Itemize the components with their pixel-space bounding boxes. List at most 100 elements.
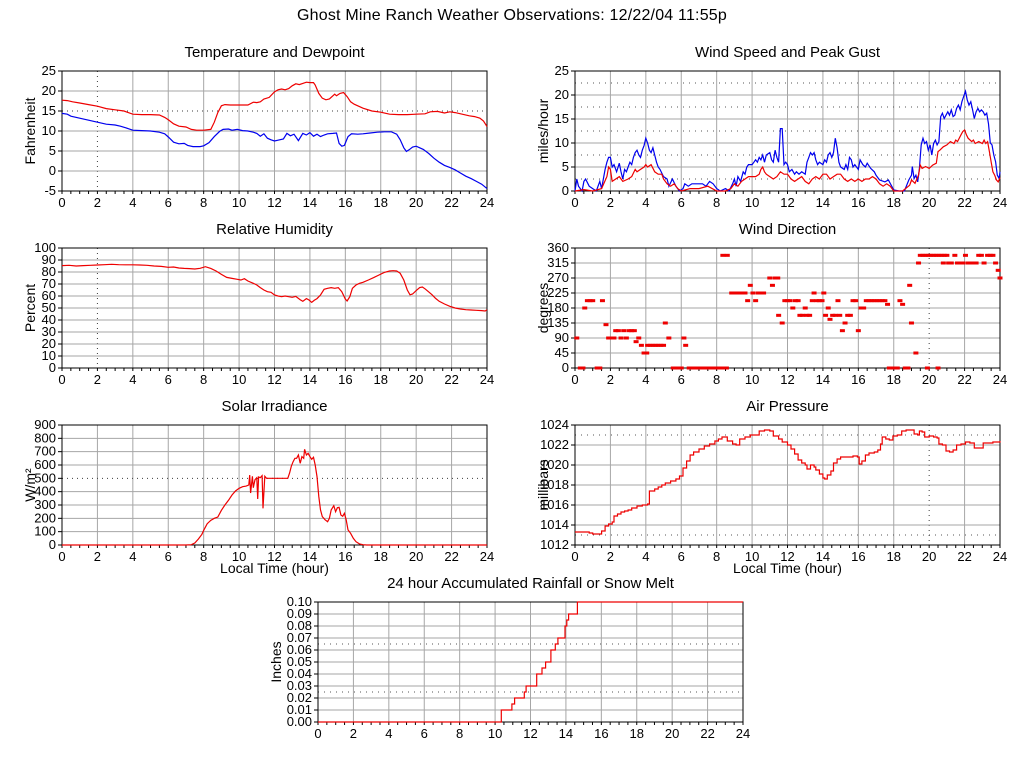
svg-text:225: 225 xyxy=(547,285,569,300)
svg-text:12: 12 xyxy=(523,726,537,741)
svg-text:6: 6 xyxy=(678,195,685,210)
svg-text:0: 0 xyxy=(49,537,56,552)
chart-title-wind-direction: Wind Direction xyxy=(738,221,837,238)
svg-text:0: 0 xyxy=(58,549,65,564)
svg-text:14: 14 xyxy=(303,549,317,564)
svg-text:16: 16 xyxy=(851,195,865,210)
svg-text:0.06: 0.06 xyxy=(287,642,312,657)
x-axis-label-local-time-right: Local Time (hour) xyxy=(733,560,842,576)
svg-text:6: 6 xyxy=(165,195,172,210)
svg-text:10: 10 xyxy=(42,123,56,138)
svg-text:18: 18 xyxy=(374,195,388,210)
svg-text:10: 10 xyxy=(42,348,56,363)
chart-title-solar: Solar Irradiance xyxy=(221,398,328,415)
svg-text:25: 25 xyxy=(555,63,569,78)
svg-text:0: 0 xyxy=(571,372,578,387)
svg-text:1016: 1016 xyxy=(540,497,569,512)
x-axis-label-local-time-left: Local Time (hour) xyxy=(220,560,329,576)
svg-text:900: 900 xyxy=(34,417,56,432)
svg-text:80: 80 xyxy=(42,264,56,279)
svg-text:16: 16 xyxy=(338,195,352,210)
svg-text:0.04: 0.04 xyxy=(287,666,312,681)
svg-text:20: 20 xyxy=(42,83,56,98)
svg-text:0.05: 0.05 xyxy=(287,654,312,669)
svg-text:315: 315 xyxy=(547,255,569,270)
svg-text:2: 2 xyxy=(607,372,614,387)
svg-text:6: 6 xyxy=(678,372,685,387)
svg-text:700: 700 xyxy=(34,444,56,459)
svg-text:18: 18 xyxy=(887,195,901,210)
svg-text:18: 18 xyxy=(374,372,388,387)
svg-text:15: 15 xyxy=(555,111,569,126)
svg-text:60: 60 xyxy=(42,288,56,303)
svg-text:16: 16 xyxy=(338,372,352,387)
svg-text:270: 270 xyxy=(547,270,569,285)
svg-text:10: 10 xyxy=(555,135,569,150)
chart-title-wind: Wind Speed and Peak Gust xyxy=(694,44,881,61)
svg-text:22: 22 xyxy=(700,726,714,741)
svg-text:40: 40 xyxy=(42,312,56,327)
svg-text:30: 30 xyxy=(42,324,56,339)
svg-text:6: 6 xyxy=(165,549,172,564)
svg-text:14: 14 xyxy=(559,726,573,741)
svg-text:90: 90 xyxy=(555,330,569,345)
svg-text:2: 2 xyxy=(94,195,101,210)
svg-text:10: 10 xyxy=(232,549,246,564)
svg-text:22: 22 xyxy=(444,372,458,387)
svg-text:600: 600 xyxy=(34,457,56,472)
svg-text:20: 20 xyxy=(665,726,679,741)
svg-text:100: 100 xyxy=(34,240,56,255)
svg-text:5: 5 xyxy=(562,159,569,174)
page-title: Ghost Mine Ranch Weather Observations: 1… xyxy=(296,7,727,24)
svg-text:0.01: 0.01 xyxy=(287,702,312,717)
svg-text:24: 24 xyxy=(736,726,750,741)
svg-text:10: 10 xyxy=(488,726,502,741)
svg-text:8: 8 xyxy=(200,372,207,387)
svg-text:0: 0 xyxy=(49,360,56,375)
svg-text:16: 16 xyxy=(338,549,352,564)
svg-text:4: 4 xyxy=(129,372,136,387)
svg-text:0.00: 0.00 xyxy=(287,714,312,729)
svg-text:18: 18 xyxy=(887,549,901,564)
rainfall-chart: 0.100.090.080.070.060.050.040.030.020.01… xyxy=(287,594,751,741)
svg-text:180: 180 xyxy=(547,300,569,315)
svg-text:0.07: 0.07 xyxy=(287,630,312,645)
svg-text:16: 16 xyxy=(594,726,608,741)
svg-text:20: 20 xyxy=(922,195,936,210)
svg-text:20: 20 xyxy=(409,195,423,210)
svg-text:12: 12 xyxy=(267,372,281,387)
svg-text:300: 300 xyxy=(34,497,56,512)
svg-text:5: 5 xyxy=(49,143,56,158)
chart-title-temperature: Temperature and Dewpoint xyxy=(184,44,365,61)
svg-text:16: 16 xyxy=(851,372,865,387)
svg-text:8: 8 xyxy=(200,549,207,564)
svg-text:0: 0 xyxy=(58,195,65,210)
svg-text:360: 360 xyxy=(547,240,569,255)
svg-text:8: 8 xyxy=(713,549,720,564)
svg-text:0.10: 0.10 xyxy=(287,594,312,609)
svg-text:8: 8 xyxy=(713,195,720,210)
svg-text:0: 0 xyxy=(562,360,569,375)
svg-text:4: 4 xyxy=(642,372,649,387)
svg-text:0.08: 0.08 xyxy=(287,618,312,633)
svg-text:1012: 1012 xyxy=(540,537,569,552)
svg-text:20: 20 xyxy=(409,372,423,387)
svg-text:135: 135 xyxy=(547,315,569,330)
svg-text:25: 25 xyxy=(42,63,56,78)
svg-text:18: 18 xyxy=(630,726,644,741)
svg-text:12: 12 xyxy=(780,549,794,564)
svg-text:18: 18 xyxy=(887,372,901,387)
svg-text:22: 22 xyxy=(444,195,458,210)
svg-text:24: 24 xyxy=(480,195,494,210)
svg-text:0: 0 xyxy=(314,726,321,741)
svg-text:0: 0 xyxy=(58,372,65,387)
svg-text:4: 4 xyxy=(642,195,649,210)
svg-text:4: 4 xyxy=(642,549,649,564)
svg-text:6: 6 xyxy=(678,549,685,564)
